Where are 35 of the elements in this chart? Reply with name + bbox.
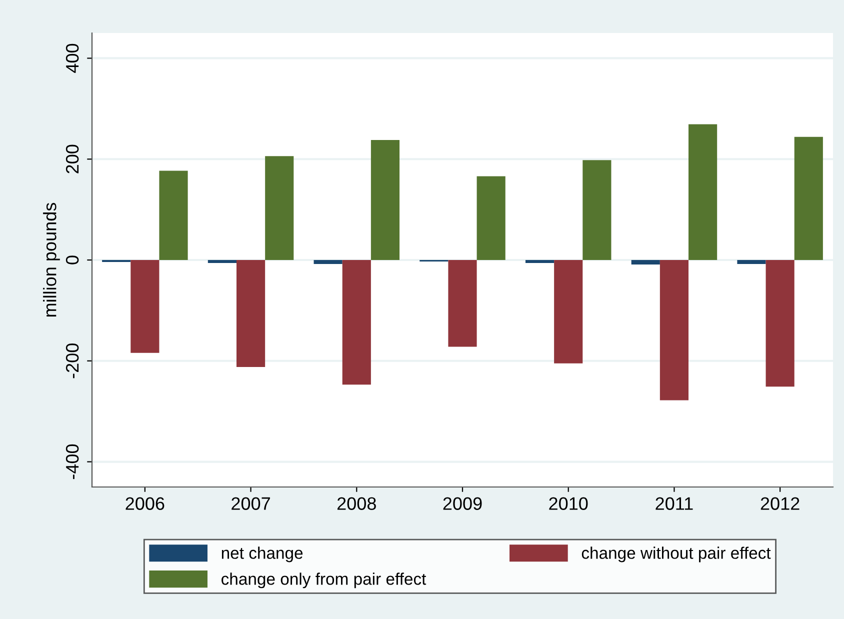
bar	[370, 140, 400, 260]
bar	[660, 260, 689, 400]
bar	[208, 260, 236, 264]
legend-label: change only from pair effect	[222, 572, 426, 588]
bar	[766, 260, 794, 387]
y-axis-title: million pounds	[43, 202, 60, 317]
bar	[688, 124, 718, 260]
bar	[476, 176, 506, 260]
x-tick-label: 2007	[232, 497, 270, 510]
bar	[236, 260, 266, 367]
x-tick-label: 2006	[126, 497, 164, 510]
x-tick-label: 2008	[337, 497, 376, 510]
bar	[130, 260, 160, 353]
bar	[554, 260, 583, 364]
legend-label: change without pair effect	[582, 546, 771, 562]
y-tick-label: 0	[66, 256, 79, 264]
legend-label: net change	[222, 546, 303, 562]
bar	[265, 156, 294, 260]
bar	[631, 260, 660, 265]
bar	[342, 260, 371, 385]
bar	[448, 260, 477, 347]
bar	[159, 170, 188, 260]
x-tick-label: 2009	[443, 497, 482, 510]
x-tick-label: 2010	[549, 497, 588, 510]
x-tick-label: 2012	[760, 497, 800, 510]
bar	[314, 260, 342, 264]
y-tick-label: -400	[66, 444, 79, 480]
y-tick-label: 200	[66, 144, 79, 174]
bar	[525, 260, 554, 264]
y-tick-label: -200	[66, 344, 79, 378]
y-tick-label: 400	[66, 44, 79, 73]
bar	[794, 136, 823, 260]
x-tick-label: 2011	[656, 497, 693, 510]
bar	[582, 160, 612, 260]
bar	[737, 260, 766, 264]
